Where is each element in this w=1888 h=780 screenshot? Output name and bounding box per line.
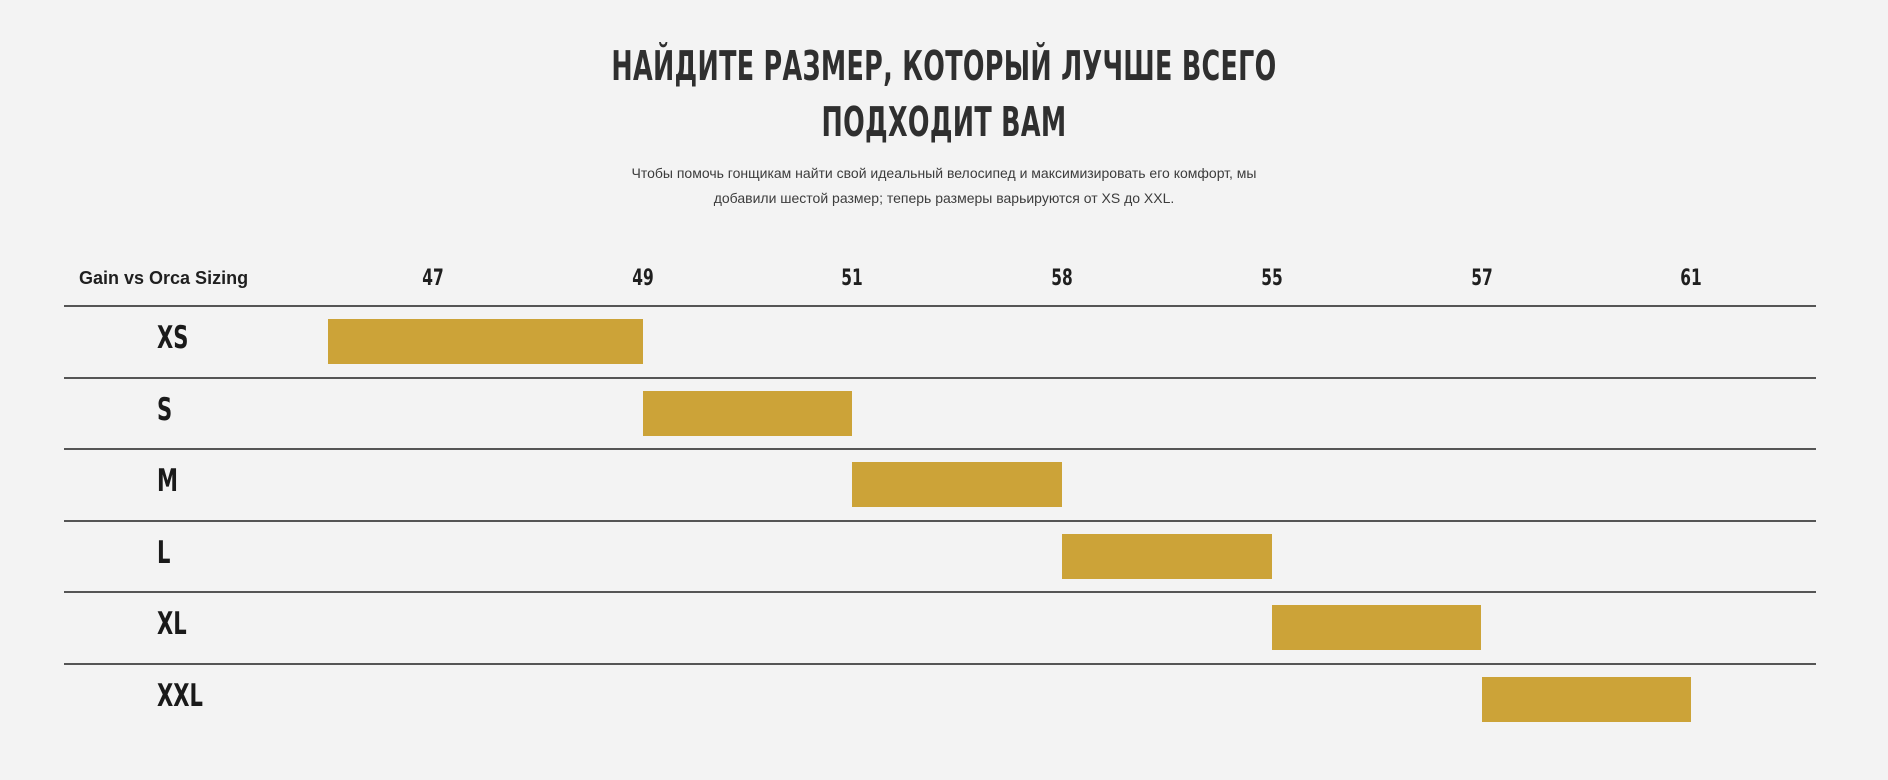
size-range-bar-xl (1271, 605, 1482, 650)
column-header: 47 (422, 266, 444, 291)
row-label-xl: XL (157, 606, 187, 642)
row-label-s: S (157, 391, 173, 428)
title-line-1: НАЙДИТЕ РАЗМЕР, КОТОРЫЙ ЛУЧШЕ ВСЕГО (611, 42, 1277, 90)
column-header: 58 (1051, 266, 1073, 291)
row-label-xs: XS (157, 320, 189, 356)
row-label-l: L (157, 534, 171, 571)
column-header: 61 (1680, 266, 1702, 291)
row-divider (64, 305, 1816, 307)
column-header: 49 (631, 266, 654, 291)
column-header: 51 (841, 266, 864, 291)
row-label-m: M (157, 463, 178, 499)
size-range-bar-s (642, 390, 853, 436)
title-line-2: ПОДХОДИТ ВАМ (821, 98, 1067, 146)
row-label-xxl: XXL (157, 677, 203, 714)
sizing-table-corner-label: Gain vs Orca Sizing (79, 268, 249, 288)
subtitle-line-2: добавили шестой размер; теперь размеры в… (713, 190, 1175, 206)
row-divider (64, 519, 1816, 522)
size-range-bar-m (852, 462, 1063, 507)
page-subtitle: Чтобы помочь гонщикам найти свой идеальн… (594, 161, 1294, 211)
size-range-bar-xxl (1481, 676, 1692, 722)
row-divider (64, 448, 1816, 450)
column-header: 57 (1470, 266, 1493, 291)
row-divider (64, 662, 1816, 665)
size-range-bar-l (1062, 533, 1272, 579)
page-title: НАЙДИТЕ РАЗМЕР, КОТОРЫЙ ЛУЧШЕ ВСЕГО ПОДХ… (359, 38, 1530, 150)
subtitle-line-1: Чтобы помочь гонщикам найти свой идеальн… (631, 165, 1257, 181)
row-divider (64, 591, 1816, 593)
column-header: 55 (1261, 266, 1283, 291)
row-divider (64, 376, 1816, 379)
size-range-bar-xs (328, 319, 643, 364)
